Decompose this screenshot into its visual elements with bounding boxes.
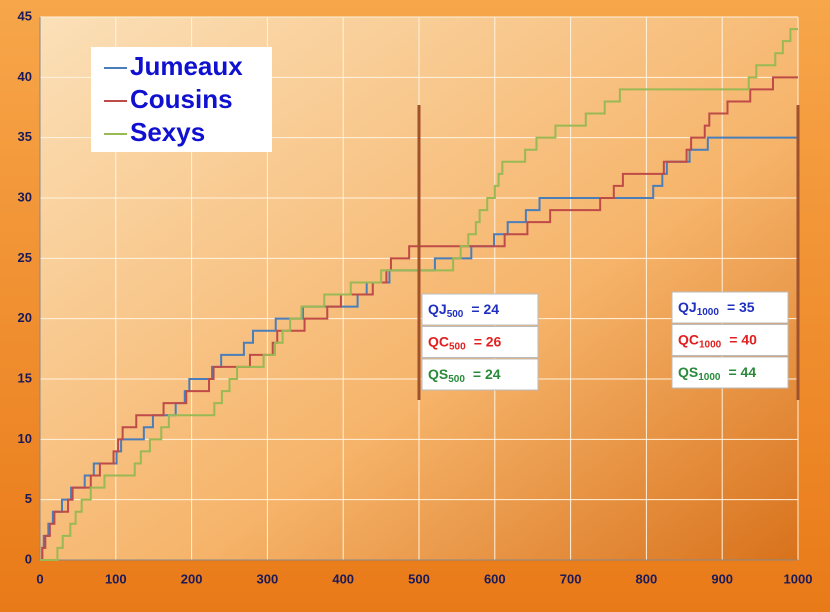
series-line [40, 28, 798, 561]
annotation: QJ500 = 24 [428, 301, 499, 320]
x-tick-label: 900 [711, 571, 733, 586]
y-tick-label: 5 [25, 491, 32, 506]
legend-label: Sexys [130, 117, 205, 147]
annotation-sub: 500 [448, 374, 465, 385]
annotation-sub: 500 [447, 309, 464, 320]
annotation: QJ1000 = 35 [678, 299, 755, 318]
annotation-sub: 500 [449, 341, 466, 352]
y-tick-label: 35 [18, 129, 32, 144]
x-tick-label: 300 [257, 571, 279, 586]
annotation-box [671, 324, 789, 356]
annotation: QS1000 = 44 [678, 364, 756, 383]
annotation: QS500 = 24 [428, 366, 501, 385]
annotation-label: QJ [678, 299, 697, 315]
annotation-box [671, 291, 789, 324]
y-tick-label: 0 [25, 551, 32, 566]
y-tick-label: 45 [18, 8, 32, 23]
annotation-value: = 24 [473, 366, 501, 382]
annotation-label: QS [428, 366, 448, 382]
series-line [40, 136, 798, 561]
x-tick-label: 400 [332, 571, 354, 586]
x-tick-label: 100 [105, 571, 127, 586]
annotation-box [421, 358, 539, 391]
annotation-sub: 1000 [697, 307, 720, 318]
y-tick-label: 15 [18, 370, 32, 385]
annotation-value: = 44 [728, 364, 756, 380]
annotation-value: = 26 [474, 333, 502, 349]
annotation-label: QC [428, 333, 449, 349]
annotation-sub: 1000 [698, 372, 721, 383]
annotation-box [671, 356, 789, 389]
y-tick-label: 10 [18, 431, 32, 446]
legend-label: Cousins [130, 84, 233, 114]
y-tick-label: 40 [18, 69, 32, 84]
x-tick-label: 600 [484, 571, 506, 586]
annotation-box [421, 326, 539, 358]
y-tick-label: 20 [18, 310, 32, 325]
x-tick-label: 800 [636, 571, 658, 586]
annotation-label: QC [678, 331, 699, 347]
annotation-value: = 35 [727, 299, 755, 315]
annotation-value: = 40 [729, 331, 757, 347]
x-tick-label: 700 [560, 571, 582, 586]
annotation-sub: 1000 [699, 339, 722, 350]
series-line [40, 76, 798, 561]
annotation: QC500 = 26 [428, 333, 502, 352]
annotation-box [421, 293, 539, 326]
annotation-label: QS [678, 364, 698, 380]
x-tick-label: 0 [36, 571, 43, 586]
annotation: QC1000 = 40 [678, 331, 757, 350]
x-tick-label: 200 [181, 571, 203, 586]
y-tick-label: 30 [18, 189, 32, 204]
x-tick-label: 1000 [784, 571, 813, 586]
y-tick-label: 25 [18, 250, 32, 265]
x-tick-label: 500 [408, 571, 430, 586]
annotation-value: = 24 [471, 301, 499, 317]
annotation-label: QJ [428, 301, 447, 317]
legend-label: Jumeaux [130, 51, 243, 81]
